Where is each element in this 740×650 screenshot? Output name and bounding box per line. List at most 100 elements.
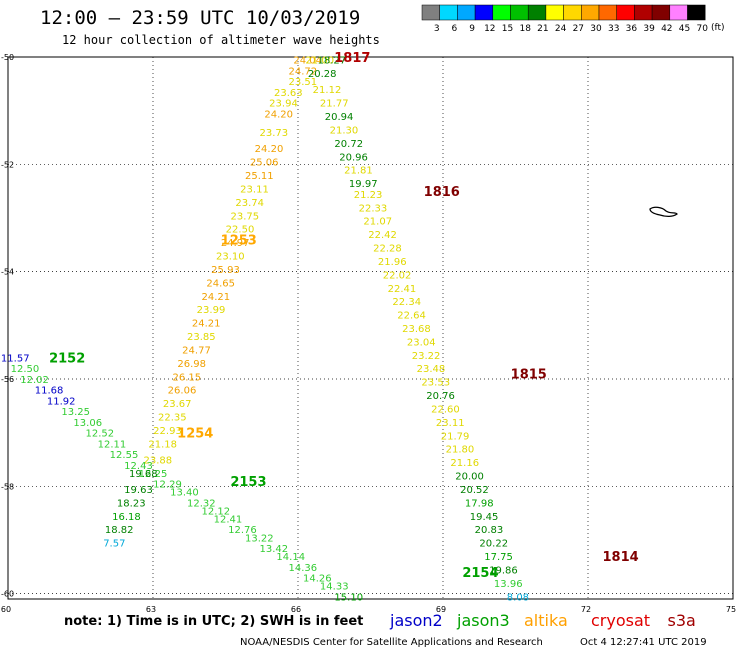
wave-height-value: 23.99 xyxy=(197,305,226,316)
pass-time-label: 2154 xyxy=(462,566,498,581)
plot-area: 60 63 66 69 72 75 -50-52-54-56-58-60 24.0424.… xyxy=(1,51,736,614)
wave-height-value: 22.42 xyxy=(368,230,397,241)
wave-height-value: 21.18 xyxy=(148,439,177,450)
wave-height-value: 12.41 xyxy=(214,515,243,526)
wave-height-value: 24.72 xyxy=(289,66,318,77)
pass-time-label: 1253 xyxy=(221,233,257,248)
colorbar-label: 18 xyxy=(519,24,531,34)
time-labels: 1817 1816 1253 2152 1815 1254 2153 2154 1814 xyxy=(49,51,639,581)
wave-height-value: 22.50 xyxy=(226,225,255,236)
wave-height-value: 26.06 xyxy=(168,386,197,397)
wave-height-value: 21.07 xyxy=(363,217,392,228)
wave-height-value: 8.08 xyxy=(507,592,529,603)
legend-entry: altika xyxy=(524,611,568,630)
y-tick-labels: -50 -52 -54 -56 -58 -60 xyxy=(1,53,14,599)
wave-height-value: 12.29 xyxy=(153,480,182,491)
wave-height-value: 19.97 xyxy=(349,179,378,190)
wave-height-value: 20.52 xyxy=(460,485,489,496)
data-points: 24.0424.7223.5123.6323.9424.2023.7324.20… xyxy=(1,56,529,604)
wave-height-value: 23.74 xyxy=(235,198,264,209)
wave-height-value: 23.85 xyxy=(187,332,216,343)
wave-height-value: 24.20 xyxy=(264,109,293,120)
wave-height-value: 14.36 xyxy=(289,563,318,574)
legend-entry: s3a xyxy=(668,611,696,630)
wave-height-value: 13.96 xyxy=(494,579,523,590)
wave-height-value: 21.23 xyxy=(354,190,383,201)
wave-height-value: 24.21 xyxy=(192,319,221,330)
legend-entry: cryosat xyxy=(591,611,650,630)
wave-height-value: 23.73 xyxy=(260,128,289,139)
wave-height-value: 24.77 xyxy=(182,345,211,356)
wave-height-value: 21.00 xyxy=(305,56,334,67)
y-tick-label: -54 xyxy=(1,268,14,277)
colorbar-swatch xyxy=(581,4,600,21)
colorbar-label: 30 xyxy=(590,24,602,34)
wave-height-value: 19.45 xyxy=(470,512,499,523)
wave-height-value: 24.21 xyxy=(202,292,231,303)
colorbar-swatch xyxy=(492,4,511,21)
wave-height-value: 24.65 xyxy=(206,278,235,289)
wave-height-value: 11.68 xyxy=(35,386,64,397)
wave-height-value: 18.23 xyxy=(117,498,146,509)
x-tick-label: 60 xyxy=(1,605,11,614)
y-tick-label: -52 xyxy=(1,160,14,169)
colorbar-swatch xyxy=(510,4,529,21)
pass-time-label: 1254 xyxy=(177,427,213,442)
x-tick-label: 69 xyxy=(436,605,446,614)
wave-height-value: 22.02 xyxy=(383,270,412,281)
wave-height-value: 26.98 xyxy=(177,359,206,370)
wave-height-value: 22.64 xyxy=(397,311,426,322)
wave-height-value: 13.42 xyxy=(260,544,289,555)
wave-height-value: 22.41 xyxy=(388,284,417,295)
wave-height-value: 12.50 xyxy=(11,364,40,375)
pass-time-label: 2153 xyxy=(230,475,266,490)
chart-subtitle: 12 hour collection of altimeter wave hei… xyxy=(62,33,380,47)
wave-height-value: 12.25 xyxy=(139,469,168,480)
colorbar-swatch xyxy=(439,4,458,21)
wave-height-value: 20.00 xyxy=(455,472,484,483)
wave-height-value: 23.48 xyxy=(417,364,446,375)
wave-height-value: 12.11 xyxy=(98,439,127,450)
wave-height-value: 20.94 xyxy=(325,112,354,123)
footer-timestamp: Oct 4 12:27:41 UTC 2019 xyxy=(580,637,707,648)
wave-height-value: 19.86 xyxy=(489,565,518,576)
wave-height-value: 20.96 xyxy=(339,152,368,163)
wave-height-value: 20.76 xyxy=(426,391,455,402)
colorbar-swatch xyxy=(563,4,582,21)
wave-height-value: 23.10 xyxy=(216,252,245,263)
wave-height-value: 20.28 xyxy=(308,69,337,80)
colorbar-swatch xyxy=(474,4,494,21)
wave-height-value: 23.68 xyxy=(402,324,431,335)
colorbar-label: 39 xyxy=(643,24,655,34)
colorbar-swatch xyxy=(634,4,653,21)
wave-height-value: 21.16 xyxy=(450,458,479,469)
wave-height-value: 20.83 xyxy=(475,525,504,536)
colorbar-swatch xyxy=(545,4,564,21)
wave-height-value: 12.76 xyxy=(228,525,257,536)
wave-height-value: 23.11 xyxy=(240,184,269,195)
wave-height-value: 12.55 xyxy=(110,450,139,461)
wave-height-value: 14.26 xyxy=(303,574,332,585)
wave-height-value: 20.72 xyxy=(334,139,363,150)
colorbar-swatch xyxy=(616,4,635,21)
wave-height-value: 19.68 xyxy=(129,469,158,480)
x-tick-label: 66 xyxy=(291,605,301,614)
wave-height-value: 22.34 xyxy=(392,297,421,308)
colorbar-label: 42 xyxy=(661,24,672,34)
pass-time-label: 1817 xyxy=(334,51,370,66)
wave-height-value: 22.93 xyxy=(153,426,182,437)
wave-height-value: 20.22 xyxy=(479,539,508,550)
colorbar-swatch xyxy=(421,4,440,21)
y-tick-label: -60 xyxy=(1,590,14,599)
wave-height-value: 21.80 xyxy=(446,445,475,456)
wave-height-value: 19.63 xyxy=(124,485,153,496)
x-tick-labels: 60 63 66 69 72 75 xyxy=(1,605,736,614)
wave-height-value: 23.88 xyxy=(144,455,173,466)
grid-lines xyxy=(8,57,733,599)
satellite-legend: jason2 jason3 altika cryosat s3a xyxy=(389,611,696,630)
wave-height-value: 21.12 xyxy=(313,85,342,96)
colorbar-label: 6 xyxy=(452,24,458,34)
chart-title: 12:00 — 23:59 UTC 10/03/2019 xyxy=(40,7,360,29)
wave-height-value: 11.92 xyxy=(47,396,76,407)
